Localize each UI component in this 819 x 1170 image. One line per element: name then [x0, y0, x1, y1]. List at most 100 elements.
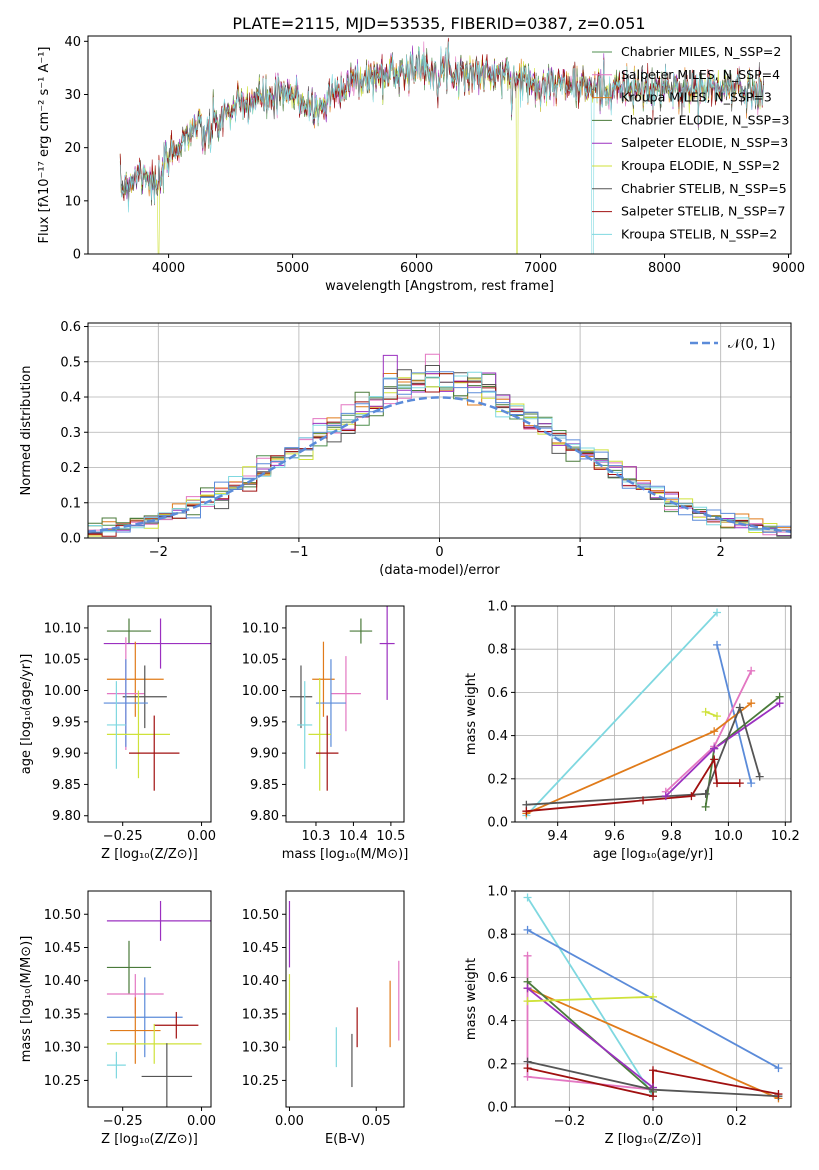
- y-axis-label: Normed distribution: [19, 366, 34, 496]
- weight-marker: [523, 997, 532, 1006]
- y-axis-label: mass [log₁₀(M/M⊙)]: [19, 936, 34, 1063]
- x-tick-label: 0.2: [726, 1114, 747, 1129]
- weight-marker: [661, 792, 670, 801]
- y-tick-label: 1.0: [487, 885, 508, 900]
- y-tick-label: 0.8: [487, 928, 508, 943]
- weight-line: [526, 897, 654, 1097]
- x-tick-label: 2: [717, 545, 725, 560]
- weight-marker: [687, 792, 696, 801]
- weight-marker: [701, 789, 710, 798]
- legend-label: 𝒩(0, 1): [728, 337, 775, 352]
- x-tick-label: 6000: [400, 261, 433, 276]
- y-tick-label: 10.25: [44, 1074, 81, 1089]
- y-tick-label: 10.10: [242, 621, 279, 636]
- y-tick-label: 10.30: [44, 1041, 81, 1056]
- y-tick-label: 0.2: [60, 461, 81, 476]
- weight-marker: [701, 802, 710, 811]
- x-tick-label: 8000: [648, 261, 681, 276]
- plot-area: [526, 897, 779, 1100]
- weight-marker: [522, 807, 531, 816]
- legend-label: Salpeter MILES, N_SSP=4: [621, 67, 780, 82]
- x-axis-label: (data-model)/error: [379, 563, 500, 578]
- y-tick-label: 0.0: [487, 816, 508, 831]
- weight-line: [527, 1067, 779, 1098]
- x-tick-label: 7000: [524, 261, 557, 276]
- panel-mass_vs_ebv: 0.00 0.05 10.25 10.30 10.35 10.40 10.45 10.50 E(…: [242, 890, 405, 1147]
- plot-area: [106, 900, 211, 1107]
- weight-marker: [713, 779, 722, 788]
- x-tick-label: −2: [149, 545, 168, 560]
- y-tick-label: 10.05: [44, 653, 81, 668]
- y-tick-label: 0.3: [60, 426, 81, 441]
- x-tick-label: 9.4: [547, 829, 568, 844]
- y-tick-label: 0.0: [60, 532, 81, 547]
- legend-label: Chabrier STELIB, N_SSP=5: [621, 181, 787, 196]
- y-tick-label: 10.50: [242, 908, 279, 923]
- x-tick-label: 9000: [772, 261, 805, 276]
- y-tick-label: 10.40: [242, 974, 279, 989]
- legend-label: Kroupa MILES, N_SSP=3: [621, 90, 772, 105]
- y-tick-label: 9.80: [250, 809, 279, 824]
- y-tick-label: 0.5: [60, 355, 81, 370]
- y-tick-label: 1.0: [487, 600, 508, 615]
- y-tick-label: 0.2: [487, 772, 508, 787]
- figure-title: PLATE=2115, MJD=53535, FIBERID=0387, z=0…: [232, 14, 645, 33]
- legend-label: Salpeter ELODIE, N_SSP=3: [621, 135, 788, 150]
- legend-label: Chabrier ELODIE, N_SSP=3: [621, 112, 790, 127]
- axes-frame: [87, 890, 212, 1108]
- panel-mass_vs_Z: −0.25 0.00 10.25 10.30 10.35 10.40 10.45 10.50 Z…: [19, 890, 216, 1147]
- y-tick-label: 20: [64, 141, 81, 156]
- panel-weight_vs_age: 9.4 9.6 9.8 10.0 10.2 0.0 0.2 0.4 0.6 0.8 1.0 age […: [464, 600, 800, 863]
- axes-frame: [285, 605, 405, 823]
- y-axis-label: mass weight: [464, 673, 479, 755]
- y-tick-label: 10.35: [242, 1007, 279, 1022]
- panel-weight_vs_Z: −0.2 0.0 0.2 0.0 0.2 0.4 0.6 0.8 1.0 Z [log₁₀(Z/Z…: [464, 885, 792, 1147]
- weight-marker: [710, 755, 719, 764]
- legend-label: Salpeter STELIB, N_SSP=7: [621, 204, 785, 219]
- weight-marker: [523, 1064, 532, 1073]
- y-tick-label: 9.85: [52, 778, 81, 793]
- panel-age_vs_mass: 10.3 10.4 10.5 9.80 9.85 9.90 9.95 10.00 10.05 10…: [242, 605, 408, 862]
- weight-marker: [774, 1090, 783, 1099]
- spectrum-line: [119, 41, 764, 254]
- weight-marker: [735, 703, 744, 712]
- panel-spectrum: 4000 5000 6000 7000 8000 9000 0 10 20 30 40 wavelen…: [37, 35, 805, 294]
- y-tick-label: 10.50: [44, 908, 81, 923]
- y-tick-label: 9.95: [250, 715, 279, 730]
- y-tick-label: 10.05: [242, 653, 279, 668]
- weight-marker: [713, 608, 722, 617]
- legend-label: Chabrier MILES, N_SSP=2: [621, 44, 781, 59]
- histogram-step: [88, 371, 791, 533]
- axes-frame: [87, 35, 792, 255]
- axes-frame: [285, 890, 405, 1108]
- x-tick-label: 5000: [276, 261, 309, 276]
- y-tick-label: 10.30: [242, 1041, 279, 1056]
- y-tick-label: 0.4: [60, 391, 81, 406]
- weight-line: [716, 644, 753, 784]
- panel-residuals: −2 −1 0 1 2 0.0 0.1 0.2 0.3 0.4 0.5 0.6 (data-model)…: [19, 320, 792, 578]
- weight-marker: [649, 1092, 657, 1101]
- y-tick-label: 0.6: [60, 320, 81, 335]
- x-tick-label: 1: [576, 545, 584, 560]
- y-tick-label: 30: [64, 88, 81, 103]
- y-tick-label: 9.85: [250, 778, 279, 793]
- x-tick-label: −0.25: [103, 829, 143, 844]
- y-tick-label: 10.45: [242, 941, 279, 956]
- y-tick-label: 10.40: [44, 974, 81, 989]
- x-tick-label: 10.4: [339, 829, 368, 844]
- x-axis-label: Z [log₁₀(Z/Z⊙)]: [605, 1132, 702, 1147]
- plot-area: [289, 606, 395, 791]
- plot-area: [88, 353, 791, 537]
- weight-marker: [649, 1066, 657, 1075]
- y-tick-label: 10.45: [44, 941, 81, 956]
- y-axis-label: age [log₁₀(age/yr)]: [19, 654, 34, 775]
- x-tick-label: 10.5: [376, 829, 405, 844]
- x-axis-label: wavelength [Angstrom, rest frame]: [325, 279, 554, 294]
- x-axis-label: Z [log₁₀(Z/Z⊙)]: [101, 1132, 198, 1147]
- plot-area: [288, 900, 400, 1088]
- weight-marker: [523, 925, 532, 934]
- x-tick-label: 0.05: [362, 1114, 391, 1129]
- y-tick-label: 10.00: [44, 684, 81, 699]
- weight-marker: [713, 640, 722, 649]
